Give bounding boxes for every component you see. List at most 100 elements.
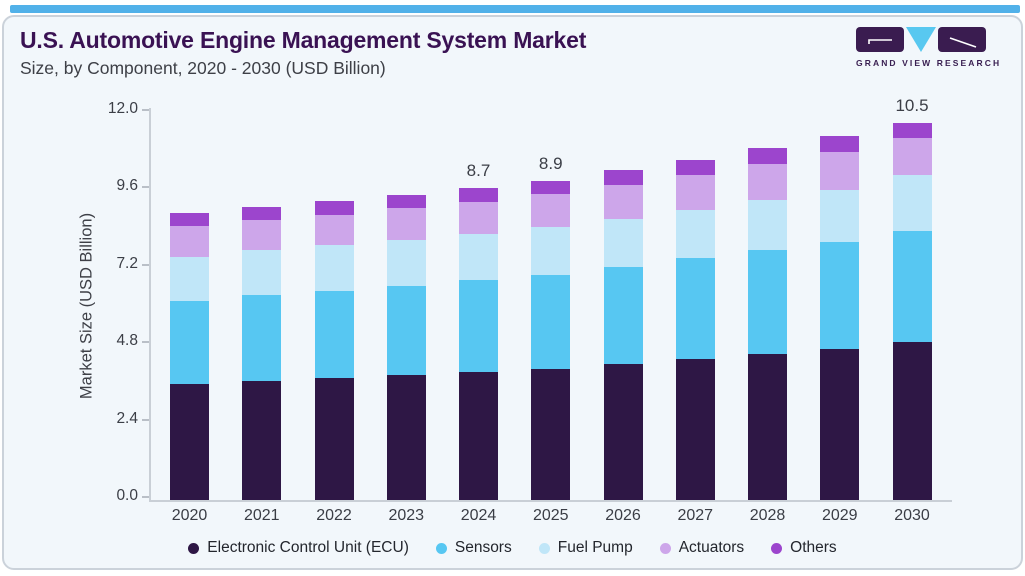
bar-segment — [386, 208, 426, 240]
x-tick-label: 2029 — [821, 507, 858, 524]
bar-segment — [531, 368, 571, 501]
bar-segment — [459, 280, 498, 372]
legend-item: Electronic Control Unit (ECU) — [188, 539, 409, 557]
bar-segment — [675, 209, 715, 259]
bar-segment — [386, 375, 426, 501]
bar-segment — [170, 226, 209, 257]
legend-dot-icon — [188, 542, 200, 554]
bar-segment — [459, 371, 498, 501]
page-title: U.S. Automotive Engine Management System… — [20, 27, 587, 53]
y-axis-line — [149, 108, 151, 501]
x-tick-label: 2024 — [460, 507, 497, 524]
x-tick-label: 2030 — [894, 507, 930, 524]
legend-item: Actuators — [659, 539, 745, 557]
logo-g-glyph-icon — [868, 39, 892, 44]
bar-segment — [170, 301, 209, 385]
logo-r-mark — [938, 27, 986, 52]
bar-segment — [892, 123, 932, 139]
legend-label: Fuel Pump — [557, 539, 633, 556]
y-tick-mark — [142, 496, 149, 498]
bar-segment — [314, 201, 354, 215]
y-tick-mark — [142, 341, 149, 343]
x-tick-label: 2026 — [605, 507, 641, 524]
x-axis-line — [149, 500, 952, 502]
logo-g-mark — [856, 27, 904, 52]
legend-item: Others — [771, 539, 837, 557]
legend-dot-icon — [659, 542, 671, 554]
bar-segment — [314, 214, 354, 246]
chart-card — [2, 15, 1023, 570]
page-subtitle: Size, by Component, 2020 - 2030 (USD Bil… — [20, 58, 386, 78]
chart-legend: Electronic Control Unit (ECU) Sensors Fuel… — [0, 539, 1025, 557]
bar-segment — [242, 381, 282, 501]
bar-segment — [459, 187, 498, 202]
bar-segment — [820, 349, 860, 501]
y-tick-label: 0.0 — [116, 487, 138, 504]
bar-segment — [675, 258, 715, 360]
bar-segment — [603, 364, 643, 501]
bar-segment — [170, 256, 209, 302]
y-tick-label: 2.4 — [116, 409, 138, 427]
bar-segment — [314, 245, 354, 292]
brand-logo-marks — [856, 27, 996, 52]
top-accent-bar — [10, 5, 1020, 13]
legend-dot-icon — [538, 542, 550, 554]
bar-segment — [531, 274, 571, 369]
bar-segment — [170, 384, 209, 501]
bar-total-label: 10.5 — [895, 96, 929, 116]
y-tick-label: 4.8 — [116, 332, 138, 349]
bar-segment — [748, 163, 787, 201]
legend-label: Actuators — [678, 539, 745, 556]
y-tick-mark — [142, 186, 149, 188]
brand-logo-text: GRAND VIEW RESEARCH — [856, 58, 1002, 68]
bar-segment — [675, 175, 715, 210]
bar-segment — [459, 201, 498, 234]
bar-segment — [820, 135, 860, 153]
bar-segment — [531, 194, 571, 227]
x-tick-label: 2027 — [677, 507, 714, 524]
y-tick-mark — [142, 418, 149, 421]
bar-segment — [242, 219, 282, 251]
bar-segment — [748, 353, 787, 501]
logo-v-triangle-icon — [906, 27, 936, 52]
bar-segment — [820, 189, 860, 242]
x-tick-label: 2023 — [388, 507, 425, 524]
legend-label: Others — [790, 539, 837, 556]
bar-segment — [531, 180, 571, 195]
x-tick-label: 2028 — [749, 507, 786, 524]
y-tick-label: 9.6 — [116, 177, 138, 194]
x-tick-label: 2022 — [316, 507, 352, 524]
legend-item: Sensors — [435, 539, 512, 557]
bar-segment — [170, 213, 209, 227]
bar-segment — [748, 200, 787, 251]
bar-segment — [603, 185, 643, 219]
legend-label: Electronic Control Unit (ECU) — [207, 539, 409, 556]
y-tick-label: 12.0 — [107, 99, 138, 117]
bar-segment — [386, 239, 426, 286]
x-tick-label: 2020 — [171, 507, 208, 524]
bar-segment — [531, 226, 571, 275]
logo-r-glyph-icon — [949, 37, 977, 48]
bar-segment — [748, 148, 787, 164]
bar-segment — [675, 359, 715, 501]
bar-segment — [820, 152, 860, 190]
y-tick-mark — [142, 263, 149, 266]
x-tick-label: 2025 — [532, 507, 569, 524]
brand-logo: GRAND VIEW RESEARCH — [856, 27, 1002, 68]
bar-total-label: 8.9 — [538, 153, 563, 173]
bar-segment — [892, 138, 932, 176]
y-tick-label: 7.2 — [116, 254, 138, 272]
legend-label: Sensors — [454, 539, 512, 556]
bar-segment — [603, 218, 643, 267]
bar-segment — [603, 267, 643, 364]
legend-dot-icon — [771, 542, 783, 554]
bar-segment — [459, 233, 498, 281]
bar-total-label: 8.7 — [466, 160, 491, 180]
bar-segment — [892, 342, 932, 501]
bar-segment — [603, 170, 643, 186]
bar-segment — [314, 378, 354, 501]
bar-segment — [675, 160, 715, 176]
legend-dot-icon — [435, 542, 447, 554]
bar-segment — [242, 295, 282, 382]
